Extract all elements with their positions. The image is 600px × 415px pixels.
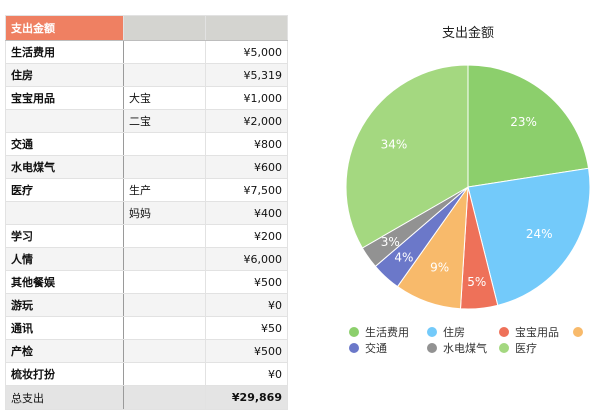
table-row: 妈妈 ¥400 — [5, 201, 288, 225]
amount-cell[interactable]: ¥500 — [205, 270, 288, 294]
amount-cell[interactable]: ¥2,000 — [205, 109, 288, 133]
slice-label: 34% — [381, 137, 408, 151]
subcategory-cell[interactable] — [123, 270, 206, 294]
table-row: 医疗 生产 ¥7,500 — [5, 178, 288, 202]
table-row: 水电煤气 ¥600 — [5, 155, 288, 179]
total-empty-cell[interactable] — [123, 385, 206, 410]
amount-cell[interactable]: ¥400 — [205, 201, 288, 225]
category-cell[interactable]: 生活费用 — [5, 40, 124, 64]
subcategory-cell[interactable] — [123, 339, 206, 363]
amount-cell[interactable]: ¥500 — [205, 339, 288, 363]
amount-cell[interactable]: ¥0 — [205, 362, 288, 386]
subcategory-cell[interactable] — [123, 293, 206, 317]
category-cell[interactable]: 宝宝用品 — [5, 86, 124, 110]
legend-marker[interactable] — [349, 343, 359, 353]
table-row: 游玩 ¥0 — [5, 293, 288, 317]
slice-label: 3% — [381, 235, 400, 249]
subcategory-cell[interactable] — [123, 247, 206, 271]
table-row: 梳妆打扮 ¥0 — [5, 362, 288, 386]
amount-cell[interactable]: ¥50 — [205, 316, 288, 340]
legend-label: 宝宝用品 — [515, 325, 559, 339]
header-cell-empty[interactable] — [123, 15, 206, 41]
table-row: 交通 ¥800 — [5, 132, 288, 156]
subcategory-cell[interactable]: 妈妈 — [123, 201, 206, 225]
legend-marker[interactable] — [499, 327, 509, 337]
category-cell[interactable] — [5, 201, 124, 225]
subcategory-cell[interactable] — [123, 316, 206, 340]
amount-cell[interactable]: ¥200 — [205, 224, 288, 248]
table-row: 住房 ¥5,319 — [5, 63, 288, 87]
category-cell[interactable]: 学习 — [5, 224, 124, 248]
subcategory-cell[interactable] — [123, 224, 206, 248]
total-label-cell[interactable]: 总支出 — [5, 385, 124, 410]
table-row: 产检 ¥500 — [5, 339, 288, 363]
table-row: 其他餐娱 ¥500 — [5, 270, 288, 294]
legend-label: 医疗 — [515, 341, 537, 355]
legend-marker[interactable] — [499, 343, 509, 353]
subcategory-cell[interactable] — [123, 63, 206, 87]
legend-marker[interactable] — [573, 327, 583, 337]
amount-cell[interactable]: ¥5,000 — [205, 40, 288, 64]
legend-label: 生活费用 — [365, 325, 409, 339]
table-header-row: 支出金额 — [5, 15, 288, 41]
slice-label: 23% — [510, 115, 537, 129]
slice-label: 9% — [430, 261, 449, 275]
header-cell-empty[interactable] — [205, 15, 288, 41]
legend-label: 水电煤气 — [443, 341, 487, 355]
amount-cell[interactable]: ¥800 — [205, 132, 288, 156]
category-cell[interactable]: 人情 — [5, 247, 124, 271]
subcategory-cell[interactable]: 二宝 — [123, 109, 206, 133]
subcategory-cell[interactable] — [123, 40, 206, 64]
pie-slice[interactable] — [467, 64, 590, 188]
total-amount-cell[interactable]: ¥29,869 — [205, 385, 288, 410]
amount-cell[interactable]: ¥1,000 — [205, 86, 288, 110]
legend-label: 住房 — [443, 325, 465, 339]
category-cell[interactable]: 梳妆打扮 — [5, 362, 124, 386]
category-cell[interactable]: 其他餐娱 — [5, 270, 124, 294]
amount-cell[interactable]: ¥5,319 — [205, 63, 288, 87]
table-row: 人情 ¥6,000 — [5, 247, 288, 271]
subcategory-cell[interactable] — [123, 132, 206, 156]
slice-label: 5% — [467, 275, 486, 289]
amount-cell[interactable]: ¥600 — [205, 155, 288, 179]
expense-table: 支出金额 生活费用 ¥5,000 住房 ¥5,319 宝宝用品 大宝 ¥1,000 二宝 ¥2,… — [5, 15, 288, 410]
amount-cell[interactable]: ¥6,000 — [205, 247, 288, 271]
category-cell[interactable]: 交通 — [5, 132, 124, 156]
table-row: 通讯 ¥50 — [5, 316, 288, 340]
header-cell-title[interactable]: 支出金额 — [5, 15, 124, 41]
pie-labels: 23% 24% 5% 9% 4%3% 34% — [381, 115, 553, 289]
subcategory-cell[interactable] — [123, 155, 206, 179]
category-cell[interactable]: 产检 — [5, 339, 124, 363]
amount-cell[interactable]: ¥7,500 — [205, 178, 288, 202]
pie-slice[interactable] — [467, 167, 591, 306]
pie-slice[interactable] — [345, 64, 469, 249]
legend-marker[interactable] — [349, 327, 359, 337]
category-cell[interactable] — [5, 109, 124, 133]
table-row: 宝宝用品 大宝 ¥1,000 — [5, 86, 288, 110]
subcategory-cell[interactable]: 大宝 — [123, 86, 206, 110]
pie-slices — [345, 64, 591, 310]
table-row: 学习 ¥200 — [5, 224, 288, 248]
subcategory-cell[interactable]: 生产 — [123, 178, 206, 202]
table-row: 二宝 ¥2,000 — [5, 109, 288, 133]
table-row: 生活费用 ¥5,000 — [5, 40, 288, 64]
total-row: 总支出 ¥29,869 — [5, 385, 288, 410]
category-cell[interactable]: 水电煤气 — [5, 155, 124, 179]
chart-title: 支出金额 — [442, 25, 494, 41]
legend-marker[interactable] — [427, 343, 437, 353]
category-cell[interactable]: 通讯 — [5, 316, 124, 340]
category-cell[interactable]: 住房 — [5, 63, 124, 87]
category-cell[interactable]: 游玩 — [5, 293, 124, 317]
legend-label: 交通 — [365, 341, 387, 355]
slice-label: 4% — [394, 250, 413, 264]
legend-marker[interactable] — [427, 327, 437, 337]
category-cell[interactable]: 医疗 — [5, 178, 124, 202]
subcategory-cell[interactable] — [123, 362, 206, 386]
slice-label: 24% — [526, 227, 553, 241]
amount-cell[interactable]: ¥0 — [205, 293, 288, 317]
